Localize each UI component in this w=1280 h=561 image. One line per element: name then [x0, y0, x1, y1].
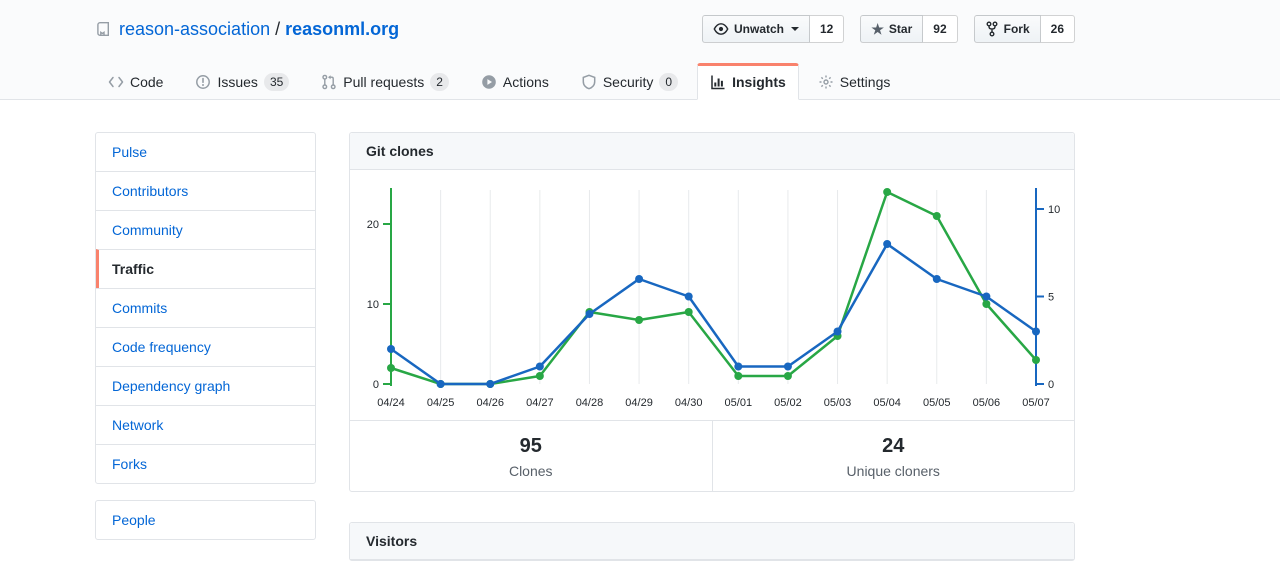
repo-title: reason-association / reasonml.org	[95, 15, 399, 43]
eye-icon	[713, 21, 729, 37]
unwatch-button-label: Unwatch	[733, 22, 784, 36]
fork-count[interactable]: 26	[1040, 15, 1075, 43]
insights-menu: Pulse Contributors Community Traffic Com…	[95, 132, 316, 484]
star-button-group: ★ Star 92	[860, 15, 958, 43]
svg-text:05/04: 05/04	[873, 397, 901, 409]
people-menu: People	[95, 500, 316, 540]
clones-total-value: 95	[519, 435, 542, 457]
tab-code-label: Code	[130, 74, 164, 90]
svg-text:04/28: 04/28	[576, 397, 604, 409]
repo-nav-tabs: Code Issues 35 Pull requests 2 Actions	[95, 63, 909, 100]
fork-button-group: Fork 26	[973, 15, 1075, 43]
svg-text:04/29: 04/29	[625, 397, 653, 409]
git-clones-card: Git clones 0 10 20 0 5 10 04/24 04/25 04/26 04/27…	[349, 132, 1075, 492]
watch-button-group: Unwatch 12	[701, 15, 845, 43]
unwatch-button[interactable]: Unwatch	[701, 15, 810, 43]
fork-button[interactable]: Fork	[973, 15, 1041, 43]
watch-count[interactable]: 12	[810, 15, 845, 43]
sidebar-item-forks[interactable]: Forks	[96, 444, 315, 483]
svg-text:05/01: 05/01	[725, 397, 753, 409]
tab-actions[interactable]: Actions	[468, 63, 562, 100]
unique-cloners-label: Unique cloners	[846, 463, 940, 479]
svg-text:05/02: 05/02	[774, 397, 802, 409]
sidebar-item-people[interactable]: People	[112, 512, 156, 528]
fork-icon	[985, 21, 999, 37]
unique-cloners-value: 24	[882, 435, 905, 457]
svg-text:05/05: 05/05	[923, 397, 951, 409]
tab-code[interactable]: Code	[95, 63, 176, 100]
code-icon	[108, 74, 124, 90]
traffic-main: Git clones 0 10 20 0 5 10 04/24 04/25 04/26 04/27…	[349, 132, 1075, 561]
svg-text:04/24: 04/24	[377, 397, 405, 409]
svg-text:04/26: 04/26	[476, 397, 504, 409]
graph-icon	[710, 74, 726, 90]
clones-chart-svg[interactable]: 0 10 20 0 5 10 04/24 04/25 04/26 04/27 04/28 04/29 0…	[350, 170, 1076, 420]
tab-issues-label: Issues	[217, 74, 258, 90]
star-button[interactable]: ★ Star	[860, 15, 924, 43]
sidebar-item-commits[interactable]: Commits	[96, 288, 315, 327]
star-count[interactable]: 92	[923, 15, 958, 43]
play-icon	[481, 74, 497, 90]
tab-security-label: Security	[602, 74, 654, 90]
tab-pull-requests[interactable]: Pull requests 2	[308, 63, 462, 100]
svg-text:0: 0	[1048, 379, 1054, 391]
svg-text:10: 10	[1048, 204, 1060, 216]
git-clones-chart: 0 10 20 0 5 10 04/24 04/25 04/26 04/27 04/28 04/29 0…	[350, 170, 1076, 420]
svg-text:05/06: 05/06	[973, 397, 1001, 409]
svg-text:5: 5	[1048, 292, 1054, 304]
clones-total-stat: 95 Clones	[350, 421, 712, 491]
insights-sidebar: Pulse Contributors Community Traffic Com…	[95, 132, 316, 540]
git-clones-title: Git clones	[350, 133, 1074, 170]
gear-icon	[818, 74, 834, 90]
star-icon: ★	[871, 21, 884, 37]
unique-cloners-stat: 24 Unique cloners	[711, 421, 1075, 491]
tab-settings-label: Settings	[839, 74, 891, 90]
sidebar-item-pulse[interactable]: Pulse	[112, 144, 148, 160]
tab-actions-label: Actions	[502, 74, 549, 90]
star-button-label: Star	[888, 22, 913, 36]
shield-icon	[581, 74, 597, 90]
sidebar-item-community[interactable]: Community	[96, 210, 315, 249]
fork-button-label: Fork	[1003, 22, 1030, 36]
caret-down-icon	[791, 27, 799, 31]
svg-text:20: 20	[367, 219, 379, 231]
clones-total-label: Clones	[508, 463, 553, 479]
tab-security[interactable]: Security 0	[568, 63, 691, 100]
pull-requests-count-badge: 2	[430, 73, 449, 91]
sidebar-item-contributors[interactable]: Contributors	[96, 171, 315, 210]
tab-settings[interactable]: Settings	[805, 63, 904, 100]
svg-text:04/27: 04/27	[526, 397, 554, 409]
visitors-card: Visitors	[349, 522, 1075, 561]
sidebar-item-traffic[interactable]: Traffic	[96, 249, 315, 288]
tab-pull-requests-label: Pull requests	[343, 74, 425, 90]
repo-icon	[95, 21, 111, 37]
visitors-title: Visitors	[350, 523, 1074, 560]
tab-insights[interactable]: Insights	[697, 63, 799, 100]
pull-request-icon	[321, 74, 337, 90]
svg-text:04/30: 04/30	[675, 397, 703, 409]
svg-text:04/25: 04/25	[427, 397, 455, 409]
page-head: reason-association / reasonml.org Unwatc…	[0, 0, 1280, 100]
sidebar-item-dependency-graph[interactable]: Dependency graph	[96, 366, 315, 405]
repo-action-buttons: Unwatch 12 ★ Star 92 Fork 2	[686, 15, 1075, 43]
svg-text:10: 10	[367, 299, 379, 311]
svg-text:05/07: 05/07	[1022, 397, 1050, 409]
svg-text:0: 0	[373, 379, 379, 391]
clones-summary-row: 95 Clones 24 Unique cloners	[350, 420, 1074, 491]
issues-count-badge: 35	[263, 73, 290, 91]
tab-insights-label: Insights	[732, 74, 786, 90]
svg-text:05/03: 05/03	[824, 397, 852, 409]
repo-name-link[interactable]: reasonml.org	[285, 19, 400, 39]
repo-owner-link[interactable]: reason-association	[119, 19, 271, 39]
sidebar-item-code-frequency[interactable]: Code frequency	[96, 327, 315, 366]
sidebar-item-network[interactable]: Network	[96, 405, 315, 444]
security-count-badge: 0	[659, 73, 679, 91]
issue-icon	[195, 74, 211, 90]
repo-separator: /	[275, 19, 281, 39]
tab-issues[interactable]: Issues 35	[182, 63, 302, 100]
